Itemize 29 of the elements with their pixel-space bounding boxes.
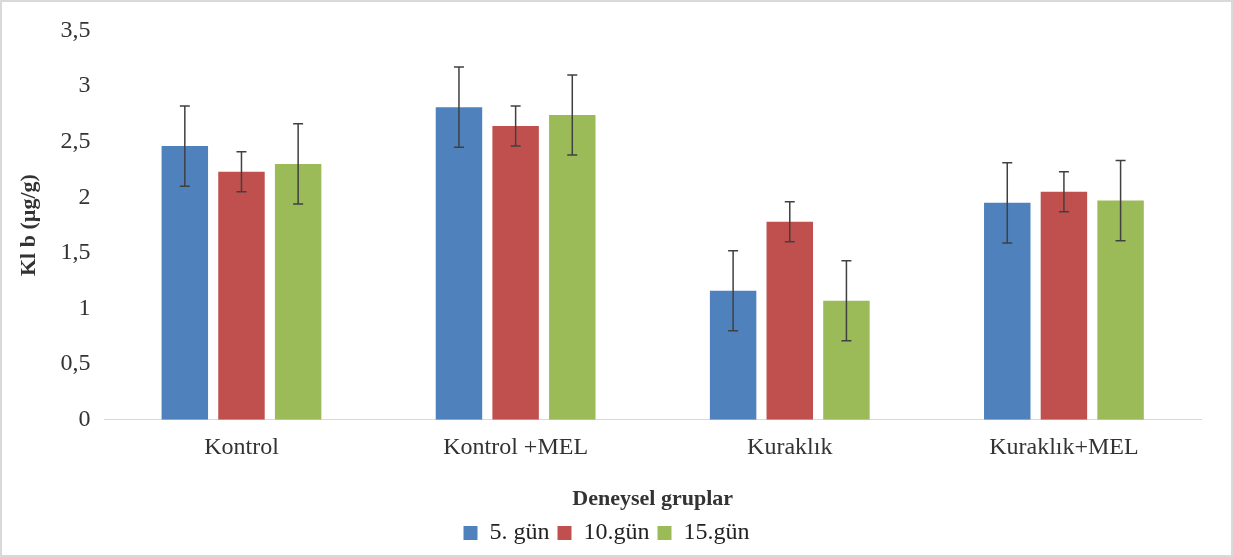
bar (1097, 200, 1144, 420)
x-tick-label: Kontrol +MEL (443, 433, 589, 460)
x-tick-label: Kontrol (204, 433, 280, 460)
y-tick-label: 2 (78, 182, 91, 209)
y-tick-label: 1 (78, 293, 91, 320)
bar (1040, 191, 1088, 420)
bar (492, 126, 539, 420)
bar (274, 163, 322, 420)
bar (435, 107, 483, 420)
bar (984, 202, 1031, 420)
bar (161, 146, 209, 420)
y-tick-label: 1,5 (60, 238, 91, 265)
legend-label: 15.gün (683, 518, 750, 545)
y-axis-title: Kl b (µg/g) (14, 174, 40, 277)
legend-label: 10.gün (583, 518, 650, 545)
y-tick-label: 2,5 (60, 126, 91, 153)
bar (823, 300, 870, 420)
y-tick-label: 0,5 (60, 349, 91, 376)
y-tick-label: 3 (78, 71, 91, 98)
y-tick-label: 3,5 (60, 15, 91, 42)
bar (766, 221, 814, 420)
legend-label: 5. gün (489, 518, 550, 545)
x-axis-title: Deneysel gruplar (572, 485, 734, 511)
x-tick-label: Kuraklık (747, 433, 833, 460)
x-tick-label: Kuraklık+MEL (989, 433, 1139, 460)
y-tick-label: 0 (78, 405, 91, 432)
bar (218, 171, 265, 420)
bar (549, 114, 596, 420)
bar (709, 290, 757, 420)
